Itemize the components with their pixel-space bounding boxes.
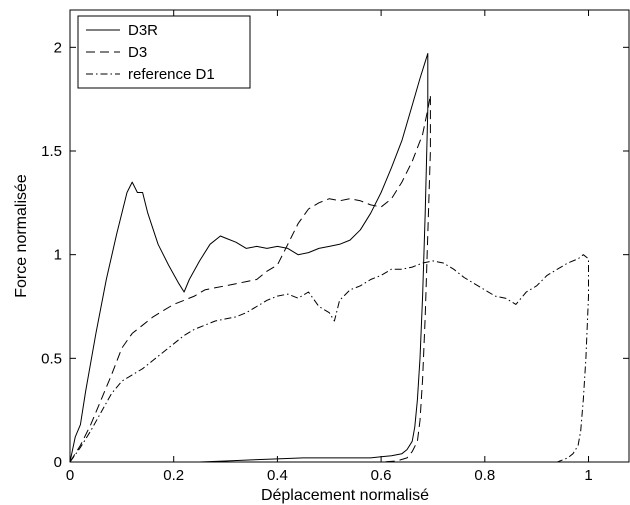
- y-axis-label: Force normalisée: [13, 174, 30, 298]
- x-tick-label: 0: [66, 467, 74, 484]
- series-layer: [69, 53, 589, 463]
- x-tick-label: 1: [584, 467, 592, 484]
- series-line-reference-d1: [69, 254, 589, 463]
- x-tick-label: 0.6: [371, 467, 392, 484]
- legend-label-d3: D3: [128, 44, 147, 61]
- x-tick-label: 0.8: [474, 467, 495, 484]
- series-line-d3r: [69, 53, 429, 463]
- series-line-d3: [69, 94, 431, 463]
- plot-frame: [69, 9, 630, 463]
- x-tick-label: 0.4: [267, 467, 288, 484]
- legend-label-reference-d1: reference D1: [128, 66, 215, 83]
- y-tick-label: 1: [54, 247, 62, 264]
- x-axis-label: Déplacement normalisé: [261, 487, 429, 504]
- y-tick-label: 0: [54, 454, 62, 471]
- x-tick-label: 0.2: [163, 467, 184, 484]
- y-tick-label: 0.5: [41, 350, 62, 367]
- legend: D3R D3 reference D1: [77, 15, 251, 89]
- y-tick-label: 1.5: [41, 143, 62, 160]
- legend-label-d3r: D3R: [128, 22, 158, 39]
- axes-layer: 0 0.2 0.4 0.6 0.8 1 0 0.5 1 1.5 2: [41, 10, 629, 484]
- y-tick-label: 2: [54, 39, 62, 56]
